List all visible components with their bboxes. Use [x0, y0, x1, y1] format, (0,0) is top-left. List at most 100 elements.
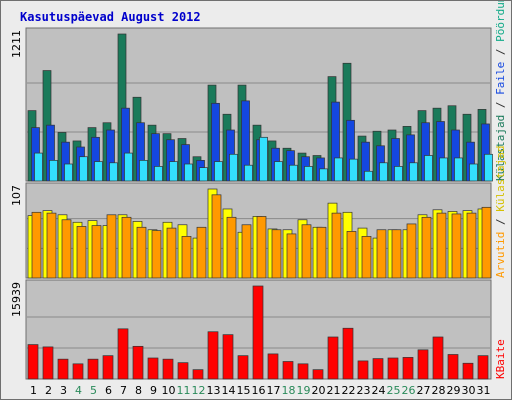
bar-kbytes-KBaite-9 [147, 357, 159, 380]
x-tick-label: 9 [150, 384, 157, 397]
y-max-label-traffic: 107 [10, 185, 23, 206]
x-axis-labels: 1 2 3 4 5 6 7 8 9 10 11 12 13 14 15 16 17 18 19 20 21 22 23 24 2… [30, 384, 491, 397]
bar-visits-Pöördumisi-20 [319, 168, 328, 182]
bar-visits-Pöördumisi-19 [304, 166, 313, 182]
x-tick-label: 15 [237, 384, 251, 397]
x-tick-label: 1 [30, 384, 37, 397]
bar-kbytes-KBaite-13 [207, 331, 219, 380]
bar-kbytes-KBaite-5 [87, 358, 99, 380]
bar-kbytes-KBaite-20 [312, 369, 324, 380]
bar-visits-Pöördumisi-11 [184, 163, 193, 182]
legend-entry: / [494, 42, 507, 62]
bar-visits-Pöördumisi-6 [109, 162, 118, 182]
bar-visits-Pöördumisi-10 [169, 161, 178, 182]
bar-traffic-Arvutid-12 [196, 226, 207, 279]
bar-traffic-Arvutid-24 [376, 229, 387, 279]
x-tick-label: 7 [120, 384, 127, 397]
x-tick-label: 5 [90, 384, 97, 397]
bar-kbytes-KBaite-26 [402, 357, 414, 380]
bar-traffic-Arvutid-25 [391, 229, 402, 279]
bar-visits-Pöördumisi-23 [364, 170, 373, 182]
bar-traffic-Arvutid-17 [271, 229, 282, 279]
bar-traffic-Arvutid-21 [331, 212, 342, 279]
x-tick-label: 26 [402, 384, 416, 397]
bar-visits-Pöördumisi-28 [439, 157, 448, 182]
bar-traffic-Arvutid-3 [61, 219, 72, 279]
bar-kbytes-KBaite-22 [342, 327, 354, 380]
legend-entry: Pöördumisi [494, 1, 507, 42]
bar-traffic-Arvutid-9 [151, 230, 162, 279]
bar-visits-Pöördumisi-17 [274, 161, 283, 182]
x-tick-label: 4 [75, 384, 82, 397]
panel-kbytes: 15939 [10, 279, 492, 380]
bar-kbytes-KBaite-31 [477, 355, 489, 380]
x-tick-label: 21 [327, 384, 341, 397]
bar-traffic-Arvutid-30 [466, 212, 477, 279]
bar-traffic-Arvutid-4 [76, 226, 87, 279]
legend-traffic: Arvutid / Külastajad [494, 146, 507, 278]
bar-traffic-Arvutid-15 [241, 224, 252, 279]
bar-visits-Pöördumisi-5 [94, 161, 103, 182]
bar-visits-Pöördumisi-8 [139, 160, 148, 182]
x-tick-label: 12 [192, 384, 206, 397]
bar-kbytes-KBaite-21 [327, 336, 339, 380]
x-tick-label: 6 [105, 384, 112, 397]
x-tick-label: 29 [447, 384, 461, 397]
bar-kbytes-KBaite-17 [267, 353, 279, 380]
bar-traffic-Arvutid-8 [136, 226, 147, 279]
bar-kbytes-KBaite-18 [282, 361, 294, 380]
bar-traffic-Arvutid-18 [286, 233, 297, 279]
legend-entry: / [494, 212, 507, 232]
bar-visits-Pöördumisi-3 [64, 163, 73, 182]
bar-traffic-Arvutid-6 [106, 214, 117, 279]
bar-kbytes-KBaite-16 [252, 285, 264, 380]
x-tick-label: 11 [177, 384, 191, 397]
bar-traffic-Arvutid-29 [451, 213, 462, 279]
bar-kbytes-KBaite-2 [42, 346, 54, 380]
x-tick-label: 10 [162, 384, 176, 397]
bar-kbytes-KBaite-14 [222, 334, 234, 380]
bar-kbytes-KBaite-12 [192, 369, 204, 380]
bar-traffic-Arvutid-11 [181, 236, 192, 279]
x-tick-label: 17 [267, 384, 281, 397]
bar-visits-Pöördumisi-12 [199, 167, 208, 182]
x-tick-label: 25 [387, 384, 401, 397]
bar-visits-Pöördumisi-16 [259, 136, 268, 182]
bar-kbytes-KBaite-30 [462, 362, 474, 380]
legend-entry: / [494, 95, 507, 115]
bar-visits-Pöördumisi-25 [394, 166, 403, 182]
legend-entry: Arvutid [494, 232, 507, 278]
x-tick-label: 3 [60, 384, 67, 397]
panel-visits: 1211 [10, 27, 493, 182]
x-tick-label: 19 [297, 384, 311, 397]
legend-entry: Külastajad [494, 146, 507, 212]
bar-visits-Pöördumisi-31 [484, 153, 493, 182]
bar-visits-Pöördumisi-13 [214, 161, 223, 182]
bar-visits-Pöördumisi-26 [409, 162, 418, 182]
panels: 1211 107 15939 [10, 27, 493, 380]
bar-traffic-Arvutid-22 [346, 231, 357, 279]
bar-visits-Pöördumisi-22 [349, 158, 358, 182]
bar-visits-Pöördumisi-9 [154, 166, 163, 182]
x-tick-label: 20 [312, 384, 326, 397]
bar-traffic-Arvutid-23 [361, 236, 372, 279]
x-tick-label: 16 [252, 384, 266, 397]
x-tick-label: 22 [342, 384, 356, 397]
bar-traffic-Arvutid-31 [481, 206, 492, 279]
bar-kbytes-KBaite-8 [132, 345, 144, 380]
x-tick-label: 13 [207, 384, 221, 397]
x-tick-label: 30 [462, 384, 476, 397]
bar-traffic-Arvutid-7 [121, 216, 132, 279]
bar-visits-Pöördumisi-1 [34, 152, 43, 182]
bar-kbytes-KBaite-27 [417, 349, 429, 380]
bar-visits-Pöördumisi-7 [124, 152, 133, 182]
bar-visits-Pöördumisi-15 [244, 164, 253, 182]
bar-visits-Pöördumisi-14 [229, 153, 238, 182]
bar-traffic-Arvutid-27 [421, 216, 432, 279]
chart-title: Kasutuspäevad August 2012 [20, 10, 201, 24]
bar-kbytes-KBaite-28 [432, 336, 444, 380]
legend-entry: KBaite [494, 339, 507, 379]
